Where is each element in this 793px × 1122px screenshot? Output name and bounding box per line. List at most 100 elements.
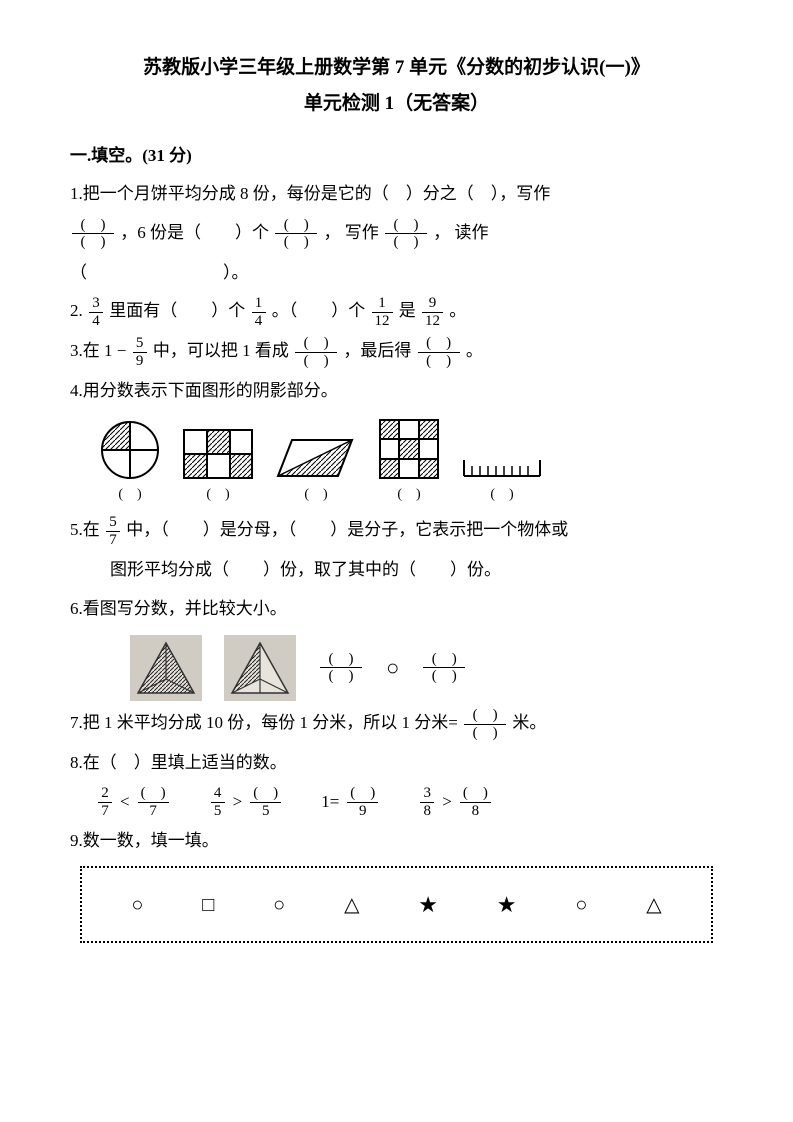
question-6-head: 6.看图写分数，并比较大小。 (70, 593, 723, 625)
frac-den: 9 (133, 353, 147, 370)
blank-over-9: ( ) 9 (347, 785, 378, 819)
frac-num: 1 (252, 295, 266, 313)
figure-parallelogram: ( ) (276, 436, 356, 509)
q1-text-c: ， 写作 (324, 223, 379, 242)
frac-den-blank: ( ) (418, 353, 460, 370)
frac-num-blank: ( ) (423, 651, 465, 669)
symbol-triangle: △ (344, 886, 359, 924)
blank-over-7: ( ) 7 (138, 785, 169, 819)
q5-pre: 5.在 (70, 520, 104, 539)
blank-over-5: ( ) 5 (250, 785, 281, 819)
blank-fraction: ( ) ( ) (464, 707, 506, 741)
q7-tail: 米。 (512, 713, 546, 732)
frac-den-blank: ( ) (275, 234, 317, 251)
figure-grid-3x3: ( ) (378, 418, 440, 509)
q8-item-a: 2 7 < ( ) 7 (96, 785, 171, 819)
blank-over-8: ( ) 8 (460, 785, 491, 819)
fraction-1-12: 1 12 (372, 295, 393, 329)
frac-den: 12 (372, 313, 393, 330)
frac-num-blank: ( ) (418, 335, 460, 353)
figure-caption: ( ) (206, 482, 229, 509)
frac-num-blank: ( ) (138, 785, 169, 803)
q8-item-b: 4 5 > ( ) 5 (209, 785, 284, 819)
section-a-heading: 一.填空。(31 分) (70, 140, 723, 172)
question-1-line2: ( ) ( ) ，6 份是（ ）个 ( ) ( ) ， 写作 ( ) ( ) ，… (70, 217, 723, 251)
frac-den: 12 (422, 313, 443, 330)
frac-den-blank: ( ) (423, 668, 465, 685)
q3-t2: ，最后得 (343, 341, 411, 360)
frac-den-blank: ( ) (72, 234, 114, 251)
q8-item-c: 1= ( ) 9 (321, 785, 380, 819)
compare-circle: ○ (386, 647, 399, 689)
frac-num: 9 (422, 295, 443, 313)
blank-fraction: ( ) ( ) (320, 651, 362, 685)
q2-t3: 是 (399, 301, 420, 320)
blank-fraction: ( ) ( ) (72, 217, 114, 251)
frac-den: 4 (89, 313, 103, 330)
frac-num-blank: ( ) (72, 217, 114, 235)
question-8-row: 2 7 < ( ) 7 4 5 > ( ) 5 1= ( ) 9 3 8 > (96, 785, 723, 819)
frac-den: 8 (460, 803, 491, 820)
frac-num: 1 (372, 295, 393, 313)
frac-num: 4 (211, 785, 225, 803)
question-7: 7.把 1 米平均分成 10 份，每份 1 分米，所以 1 分米= ( ) ( … (70, 707, 723, 741)
fraction-9-12: 9 12 (422, 295, 443, 329)
frac-den-blank: ( ) (320, 668, 362, 685)
symbol-circle: ○ (273, 886, 285, 924)
question-2: 2. 3 4 里面有（ ）个 1 4 。（ ）个 1 12 是 9 12 。 (70, 295, 723, 329)
fraction-1-4: 1 4 (252, 295, 266, 329)
fraction-4-5: 4 5 (211, 785, 225, 819)
frac-num-blank: ( ) (275, 217, 317, 235)
symbol-triangle: △ (646, 886, 661, 924)
figure-ruler: ( ) (462, 452, 542, 509)
fraction-5-9: 5 9 (133, 335, 147, 369)
q7-pre: 7.把 1 米平均分成 10 份，每份 1 分米，所以 1 分米= (70, 713, 458, 732)
blank-fraction: ( ) ( ) (418, 335, 460, 369)
frac-den-blank: ( ) (295, 353, 337, 370)
frac-num-blank: ( ) (250, 785, 281, 803)
frac-den: 5 (250, 803, 281, 820)
frac-num-blank: ( ) (385, 217, 427, 235)
parallelogram-icon (276, 436, 356, 480)
q2-t4: 。 (449, 301, 466, 320)
figure-triangle-b (224, 635, 296, 701)
op-lt: < (120, 786, 130, 818)
frac-num: 2 (98, 785, 112, 803)
frac-num-blank: ( ) (320, 651, 362, 669)
frac-num-blank: ( ) (464, 707, 506, 725)
q1-text-a: 1.把一个月饼平均分成 8 份，每份是它的（ ）分之（ ），写作 (70, 184, 550, 203)
grid3-icon (378, 418, 440, 480)
frac-den: 5 (211, 803, 225, 820)
frac-num-blank: ( ) (347, 785, 378, 803)
question-5-line2: 图形平均分成（ ）份，取了其中的（ ）份。 (110, 554, 723, 586)
q6-figures: ( ) ( ) ○ ( ) ( ) (130, 635, 723, 701)
figure-caption: ( ) (490, 482, 513, 509)
question-8-head: 8.在（ ）里填上适当的数。 (70, 747, 723, 779)
q2-pre: 2. (70, 301, 83, 320)
question-5: 5.在 5 7 中，（ ）是分母，（ ）是分子，它表示把一个物体或 (70, 514, 723, 548)
frac-num-blank: ( ) (295, 335, 337, 353)
symbol-circle: ○ (575, 886, 587, 924)
symbol-square: □ (202, 886, 214, 924)
q5-t1: 中，（ ）是分母，（ ）是分子，它表示把一个物体或 (126, 520, 568, 539)
fraction-2-7: 2 7 (98, 785, 112, 819)
figure-caption: ( ) (304, 482, 327, 509)
grid-icon (182, 428, 254, 480)
symbol-circle: ○ (131, 886, 143, 924)
q2-t1: 里面有（ ）个 (109, 301, 245, 320)
ruler-icon (462, 452, 542, 480)
question-1: 1.把一个月饼平均分成 8 份，每份是它的（ ）分之（ ），写作 (70, 178, 723, 210)
frac-num: 3 (89, 295, 103, 313)
question-9-head: 9.数一数，填一填。 (70, 825, 723, 857)
question-3: 3.在 1 − 5 9 中，可以把 1 看成 ( ) ( ) ，最后得 ( ) … (70, 335, 723, 369)
q8-c-pre: 1= (321, 786, 339, 818)
blank-fraction: ( ) ( ) (385, 217, 427, 251)
q3-pre: 3.在 1 − (70, 341, 126, 360)
title-line-2: 单元检测 1（无答案） (70, 86, 723, 122)
op-gt: > (233, 786, 243, 818)
question-1-line3: （ ）。 (70, 257, 723, 289)
q8-item-d: 3 8 > ( ) 8 (418, 785, 493, 819)
blank-fraction: ( ) ( ) (275, 217, 317, 251)
frac-den: 9 (347, 803, 378, 820)
figure-grid-2x3: ( ) (182, 428, 254, 509)
